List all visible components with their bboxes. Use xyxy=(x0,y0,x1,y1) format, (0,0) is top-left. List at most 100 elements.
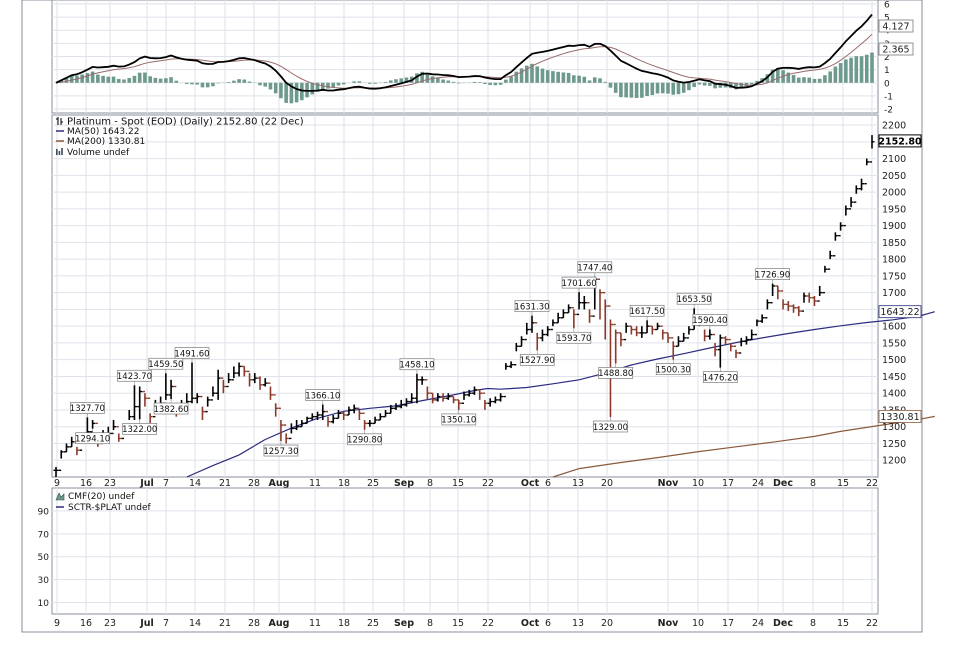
macd-histogram-bar xyxy=(431,76,435,82)
date-tick-label: 6 xyxy=(545,478,551,489)
macd-histogram-bar xyxy=(169,77,173,83)
macd-histogram-bar xyxy=(269,83,273,90)
date-tick-label: 10 xyxy=(692,478,704,489)
date-tick-label: Aug xyxy=(269,478,290,489)
date-tick-label: 8 xyxy=(810,478,816,489)
date-tick-label: 8 xyxy=(810,618,816,629)
macd-histogram-bar xyxy=(436,78,440,83)
macd-histogram-bar xyxy=(619,83,623,97)
macd-panel: 6543210-1-2 4.127 2.365 xyxy=(52,0,913,116)
date-tick-label: Nov xyxy=(658,618,679,629)
date-tick-label: 20 xyxy=(601,618,613,629)
macd-histogram-bar xyxy=(572,75,576,83)
price-tick-label: 1800 xyxy=(882,255,906,266)
price-annotation-label: 1593.70 xyxy=(556,334,591,344)
macd-histogram-bar xyxy=(96,75,100,83)
macd-histogram-bar xyxy=(546,70,550,83)
price-annotation-label: 1327.70 xyxy=(70,404,105,414)
macd-histogram-bar xyxy=(274,83,278,94)
macd-histogram-bar xyxy=(237,79,241,83)
date-tick-label: 28 xyxy=(248,618,260,629)
ma50-tag-label: 1643.22 xyxy=(880,307,919,318)
macd-histogram-bar xyxy=(520,68,524,82)
macd-histogram-bar xyxy=(692,83,696,87)
macd-histogram-bar xyxy=(583,77,587,83)
price-tick-label: 1400 xyxy=(882,389,906,400)
macd-histogram-bar xyxy=(326,83,330,89)
price-tick-label: 2100 xyxy=(882,154,906,165)
macd-histogram-bar xyxy=(870,53,874,83)
date-tick-label: 20 xyxy=(601,478,613,489)
date-tick-label: Oct xyxy=(521,618,540,629)
price-annotation-label: 1366.10 xyxy=(305,391,340,401)
price-annotation-label: 1294.10 xyxy=(75,434,110,444)
price-annotation-label: 1322.00 xyxy=(122,425,157,435)
date-tick-label: 25 xyxy=(367,618,379,629)
macd-histogram-bar xyxy=(426,74,430,83)
macd-histogram-bar xyxy=(232,81,236,83)
date-tick-label: 17 xyxy=(722,618,734,629)
date-tick-label: 15 xyxy=(837,618,849,629)
macd-histogram-bar xyxy=(112,77,116,83)
price-annotation-label: 1476.20 xyxy=(703,373,738,383)
macd-histogram-bar xyxy=(703,83,707,86)
macd-histogram-bar xyxy=(556,72,560,83)
macd-histogram-bar xyxy=(807,78,811,83)
macd-histogram-bar xyxy=(473,82,477,83)
macd-histogram-bar xyxy=(483,83,487,84)
macd-histogram-bar xyxy=(352,81,356,82)
price-annotation-label: 1747.40 xyxy=(577,264,612,274)
date-tick-label: Jul xyxy=(139,618,154,629)
macd-histogram-bar xyxy=(666,83,670,94)
date-tick-label: 21 xyxy=(219,618,231,629)
macd-histogram-bar xyxy=(624,83,628,98)
macd-tick-label: 0 xyxy=(884,79,890,89)
signal-value-tag: 2.365 xyxy=(879,43,913,56)
macd-value-label: 4.127 xyxy=(882,22,909,33)
macd-histogram-bar xyxy=(614,83,618,93)
macd-histogram-bar xyxy=(818,79,822,83)
macd-histogram-bar xyxy=(577,76,581,83)
macd-histogram-bar xyxy=(509,76,513,82)
macd-histogram-bar xyxy=(834,67,838,83)
sctr-legend-label: SCTR-$PLAT undef xyxy=(68,503,151,513)
price-tick-label: 2000 xyxy=(882,188,906,199)
macd-histogram-bar xyxy=(839,63,843,83)
price-annotation-label: 1653.50 xyxy=(677,295,712,305)
macd-histogram-bar xyxy=(164,78,168,83)
price-annotation-label: 1382.60 xyxy=(153,405,188,415)
macd-histogram-bar xyxy=(295,83,299,103)
price-annotation-label: 1617.50 xyxy=(629,307,664,317)
date-tick-label: 24 xyxy=(752,478,764,489)
macd-histogram-bar xyxy=(488,83,492,85)
macd-histogram-bar xyxy=(248,82,252,83)
macd-histogram-bar xyxy=(373,83,377,84)
macd-histogram-bar xyxy=(384,82,388,83)
price-annotation-label: 1257.30 xyxy=(263,447,298,457)
macd-histogram-bar xyxy=(127,78,131,83)
price-tick-label: 1250 xyxy=(882,439,906,450)
macd-tick-label: 6 xyxy=(884,0,890,10)
cmf-tick-label: 50 xyxy=(38,553,50,563)
date-tick-label: 14 xyxy=(189,478,201,489)
macd-histogram-bar xyxy=(358,81,362,83)
date-tick-label: Oct xyxy=(521,478,540,489)
price-annotation-label: 1290.80 xyxy=(347,436,382,446)
macd-histogram-bar xyxy=(457,83,461,84)
macd-histogram-bar xyxy=(107,77,111,83)
date-tick-label: 7 xyxy=(163,478,169,489)
macd-histogram-bar xyxy=(279,83,283,98)
macd-histogram-bar xyxy=(541,69,545,83)
macd-histogram-bar xyxy=(671,83,675,95)
macd-histogram-bar xyxy=(138,73,142,83)
macd-histogram-bar xyxy=(750,83,754,85)
date-tick-label: 8 xyxy=(427,478,433,489)
date-tick-label: Sep xyxy=(394,478,414,489)
date-tick-label: 22 xyxy=(482,618,494,629)
macd-histogram-bar xyxy=(593,77,597,82)
price-tick-label: 1900 xyxy=(882,221,906,232)
date-tick-label: 14 xyxy=(189,618,201,629)
macd-tick-label: 1 xyxy=(884,66,890,76)
